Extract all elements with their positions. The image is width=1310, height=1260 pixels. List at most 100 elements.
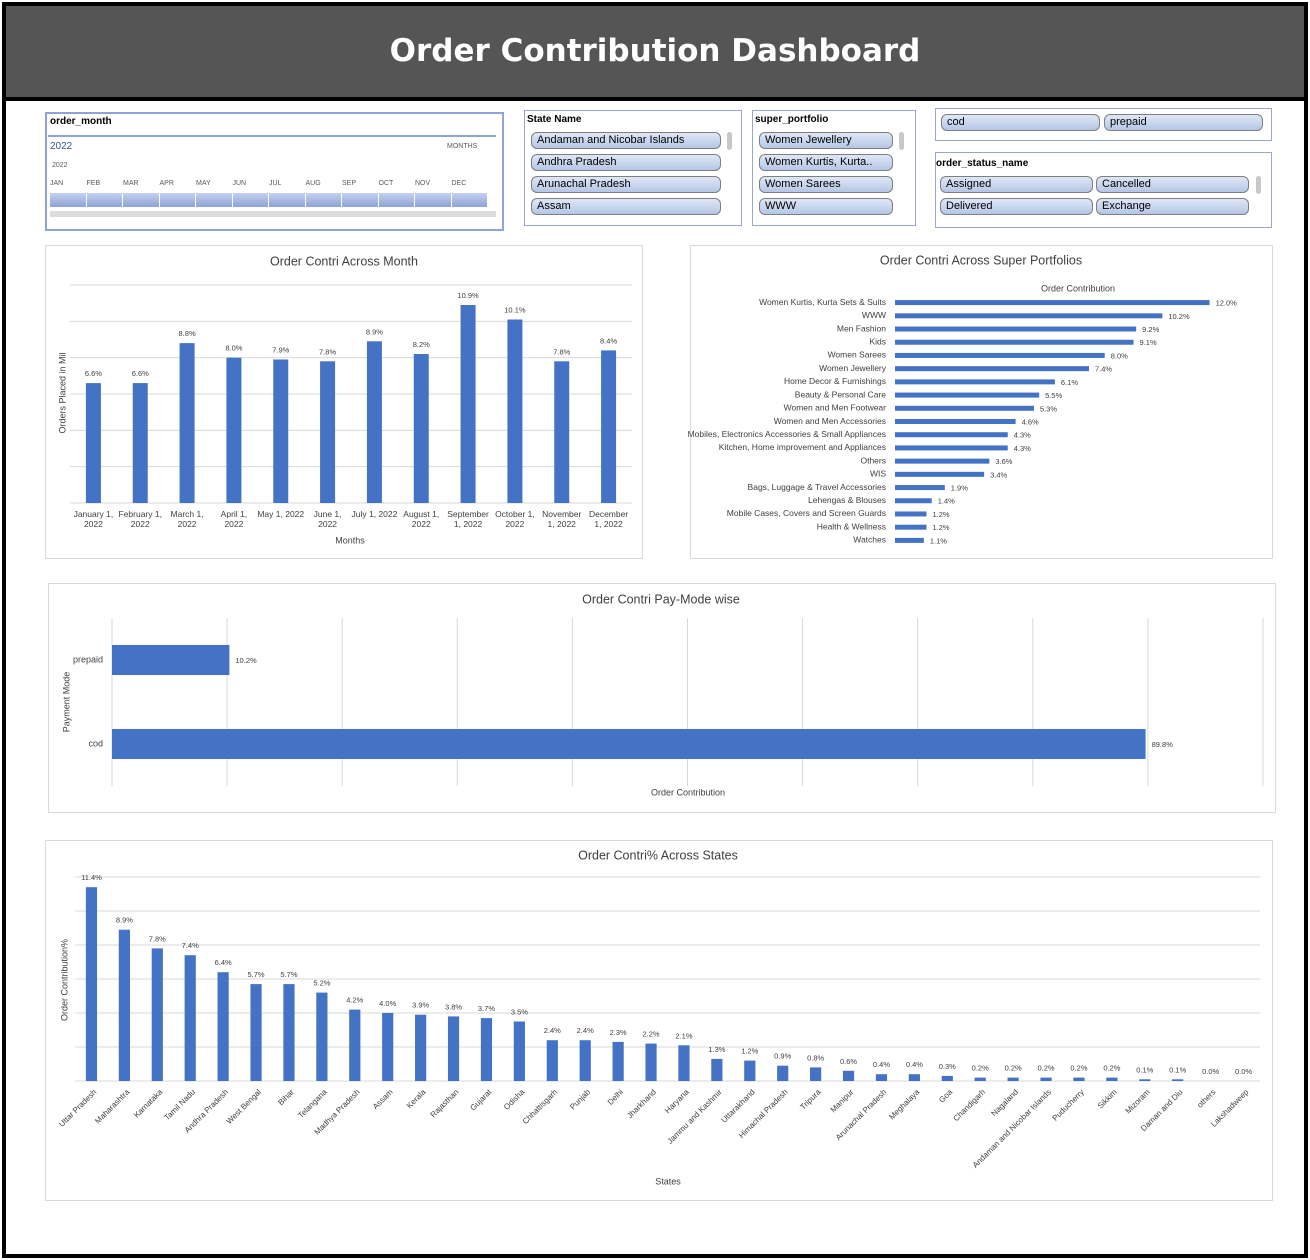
timeline-month-cell[interactable] — [305, 193, 342, 207]
bar — [118, 929, 130, 1081]
slicer-divider — [48, 135, 496, 137]
x-axis-label: Order Contribution — [651, 787, 725, 797]
x-tick-label: Meghalaya — [887, 1087, 921, 1121]
bar — [1007, 1077, 1019, 1081]
timeline-month-cell[interactable] — [86, 193, 123, 207]
x-tick-label: February 1, 2022 — [118, 509, 162, 529]
data-label: 6.6% — [85, 369, 102, 378]
timeline-year-small: 2022 — [52, 162, 68, 169]
slicer-item[interactable]: Women Kurtis, Kurta.. — [759, 154, 893, 171]
bar — [678, 1045, 690, 1081]
timeline-month-cell[interactable] — [342, 193, 379, 207]
timeline-month-cell[interactable] — [159, 193, 196, 207]
slicer-item[interactable]: cod — [941, 114, 1100, 131]
slicer-item[interactable]: Women Sarees — [759, 176, 893, 193]
slicer-title: order_month — [50, 116, 112, 127]
timeline-month-cell[interactable] — [123, 193, 160, 207]
timeline-month-cell[interactable] — [232, 193, 269, 207]
bar — [554, 361, 570, 503]
data-label: 1.2% — [932, 510, 949, 519]
bar — [1040, 1077, 1052, 1081]
y-tick-label: Men Fashion — [837, 323, 886, 333]
timeline-month-label: MAR — [123, 180, 139, 187]
timeline-month-cell[interactable] — [415, 193, 452, 207]
slicer-item[interactable]: Exchange — [1096, 198, 1249, 215]
timeline-month-label: OCT — [378, 180, 394, 187]
bar — [711, 1058, 723, 1081]
x-tick-label: Delhi — [606, 1087, 625, 1106]
x-tick-label: Kerala — [405, 1087, 428, 1110]
data-label: 7.4% — [1095, 365, 1112, 374]
slicer-item[interactable]: Cancelled — [1096, 176, 1249, 193]
y-tick-label: cod — [88, 738, 103, 748]
bar — [413, 354, 429, 503]
timeline-month-label: AUG — [305, 180, 321, 187]
data-label: 7.8% — [319, 347, 336, 356]
slicer-item[interactable]: Arunachal Pradesh — [531, 176, 721, 193]
data-label: 2.1% — [675, 1031, 692, 1040]
bar — [645, 1043, 657, 1081]
timeline-month-cell[interactable] — [50, 193, 87, 207]
bar — [895, 432, 1008, 438]
bar — [151, 948, 163, 1081]
data-label: 3.5% — [511, 1007, 528, 1016]
slicer-item[interactable]: prepaid — [1104, 114, 1263, 131]
data-label: 1.9% — [951, 484, 968, 493]
data-label: 5.5% — [1045, 391, 1062, 400]
x-tick-label: Tamil Nadu — [162, 1088, 197, 1123]
timeline-month-label: MAY — [196, 180, 211, 187]
y-tick-label: Women Jewellery — [819, 363, 887, 373]
bar — [179, 343, 195, 503]
timeline-month-cell[interactable] — [378, 193, 415, 207]
x-tick-label: April 1, 2022 — [220, 509, 248, 529]
x-tick-label: Puducherry — [1051, 1088, 1086, 1123]
data-label: 0.8% — [807, 1053, 824, 1062]
data-label: 89.8% — [1152, 740, 1174, 749]
timeline-year: 2022 — [50, 141, 73, 152]
data-label: 0.2% — [1070, 1064, 1087, 1073]
x-tick-label: Gujarat — [468, 1087, 493, 1112]
chart-box — [45, 840, 1273, 1201]
timeline-month-cell[interactable] — [196, 193, 233, 207]
bar — [250, 984, 262, 1081]
bar — [85, 887, 98, 1081]
bar — [895, 485, 945, 491]
slicer-title: State Name — [527, 114, 582, 125]
timeline-month-cell[interactable] — [451, 193, 488, 207]
data-label: 6.6% — [132, 369, 149, 378]
bar — [895, 458, 990, 464]
x-tick-label: Goa — [937, 1087, 954, 1104]
slicer-item[interactable]: Assam — [531, 198, 721, 215]
x-tick-label: Uttar Pradesh — [57, 1088, 98, 1129]
bar — [895, 339, 1134, 345]
x-tick-label: January 1, 2022 — [73, 509, 114, 529]
slicer-item[interactable]: Andhra Pradesh — [531, 154, 721, 171]
data-label: 4.0% — [379, 999, 396, 1008]
bar — [513, 1021, 525, 1081]
timeline-month-label: DEC — [451, 180, 467, 187]
data-label: 8.0% — [1111, 351, 1128, 360]
chart-title: Order Contri Across Month — [270, 254, 418, 268]
x-tick-label: Punjab — [568, 1087, 592, 1111]
chart-box — [48, 583, 1276, 813]
slicer-item[interactable]: Women Jewellery — [759, 132, 893, 149]
data-label: 10.1% — [504, 306, 526, 315]
timeline-month-cell[interactable] — [269, 193, 306, 207]
slicer-item[interactable]: Assigned — [940, 176, 1093, 193]
slicer-item[interactable]: Delivered — [940, 198, 1093, 215]
data-label: 0.4% — [873, 1060, 890, 1069]
y-tick-label: Beauty & Personal Care — [795, 389, 886, 399]
data-label: 6.1% — [1061, 378, 1078, 387]
x-tick-label: Rajasthan — [429, 1088, 461, 1120]
bar — [226, 357, 242, 503]
data-label: 9.2% — [1142, 325, 1159, 334]
slicer-item[interactable]: WWW — [759, 198, 893, 215]
x-tick-label: August 1, 2022 — [403, 509, 440, 529]
data-label: 1.2% — [741, 1047, 758, 1056]
x-tick-label: Haryana — [663, 1087, 691, 1115]
bar — [941, 1075, 953, 1081]
slicer-item[interactable]: Andaman and Nicobar Islands — [531, 132, 721, 149]
slicer-title: super_portfolio — [755, 114, 829, 125]
x-tick-label: Chhattisgarh — [521, 1088, 559, 1126]
